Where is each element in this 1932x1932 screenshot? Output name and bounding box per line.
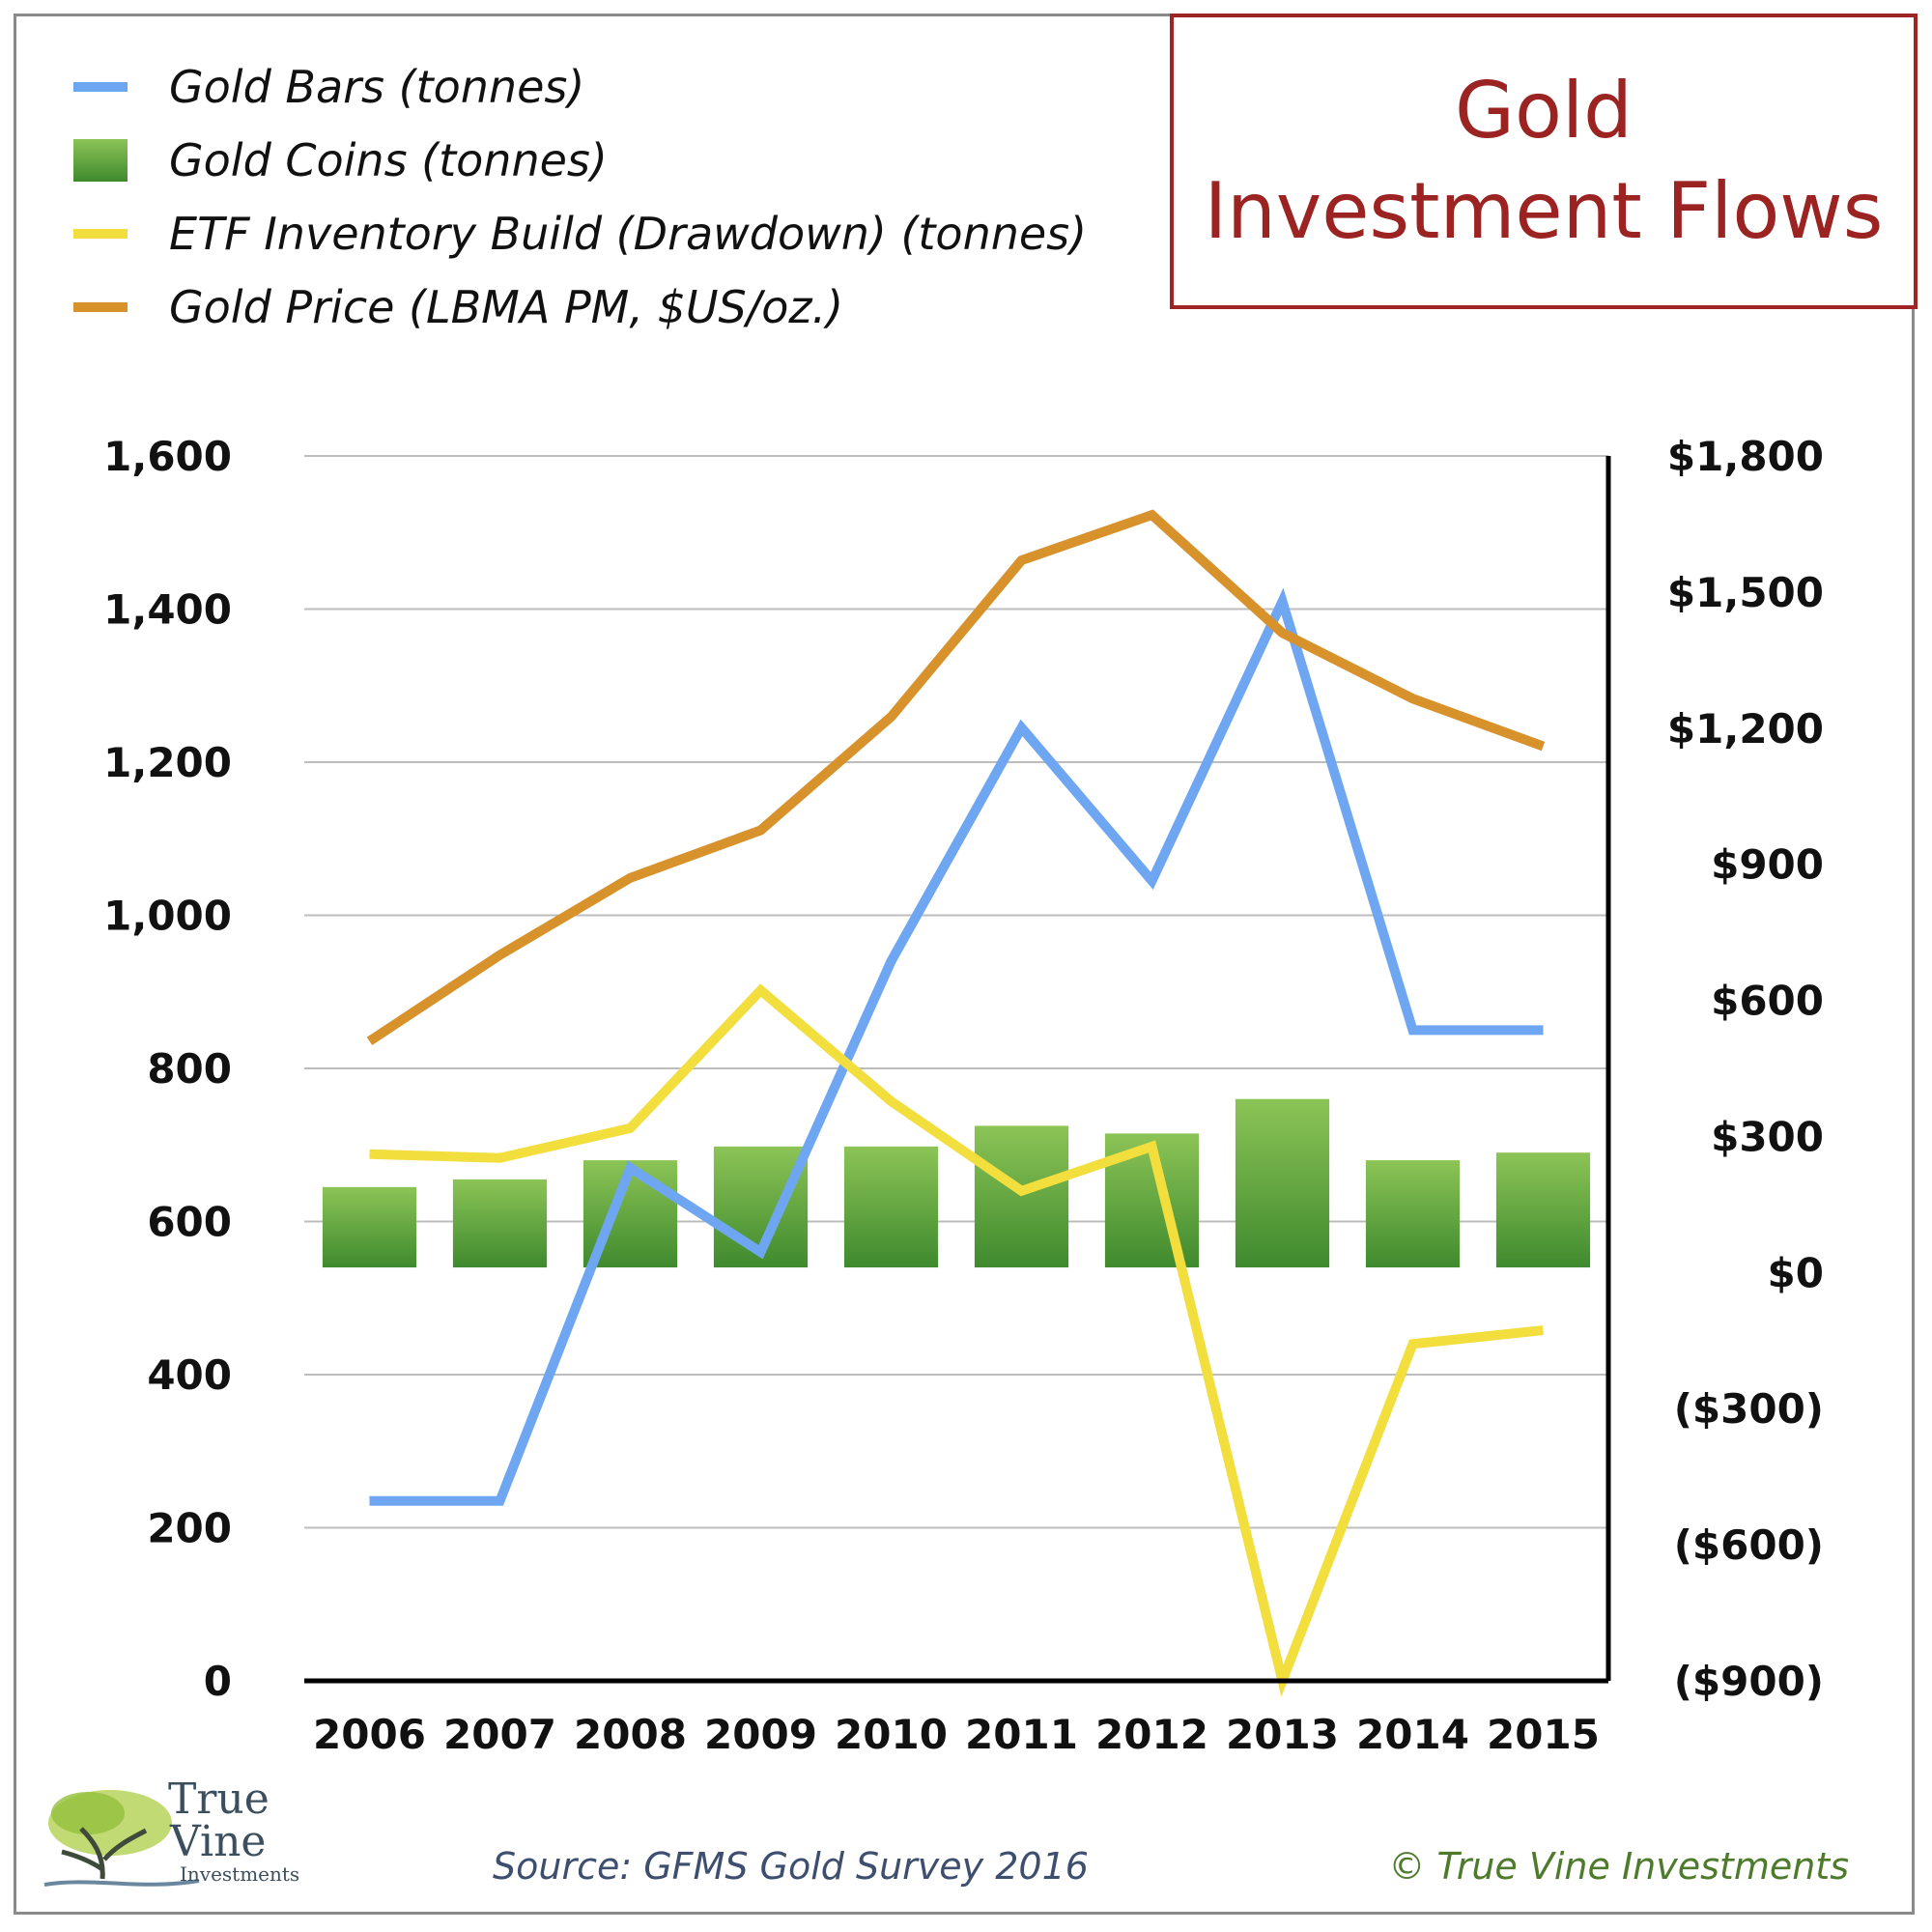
x-tick-label: 2012 bbox=[1095, 1711, 1208, 1758]
right-tick-label: $900 bbox=[1711, 841, 1824, 889]
water-wave-icon bbox=[43, 1879, 200, 1887]
left-tick-label: 200 bbox=[147, 1505, 232, 1552]
x-tick-label: 2015 bbox=[1487, 1711, 1600, 1758]
logo-line1: True bbox=[168, 1775, 270, 1824]
x-tick-label: 2013 bbox=[1226, 1711, 1339, 1758]
title-box: Gold Investment Flows bbox=[1170, 14, 1918, 309]
copyright-note: © True Vine Investments bbox=[1388, 1845, 1849, 1888]
left-tick-label: 0 bbox=[204, 1658, 232, 1705]
series-lines bbox=[366, 509, 1546, 1697]
left-tick-label: 1,200 bbox=[103, 739, 232, 786]
legend-label: Gold Price (LBMA PM, $US/oz.) bbox=[169, 281, 843, 333]
legend-label: Gold Bars (tonnes) bbox=[169, 61, 584, 113]
grid-lines bbox=[304, 455, 1608, 1529]
left-tick-label: 600 bbox=[147, 1199, 232, 1246]
source-note: Source: GFMS Gold Survey 2016 bbox=[493, 1845, 1089, 1888]
right-tick-label: ($900) bbox=[1674, 1658, 1824, 1705]
left-tick-label: 1,400 bbox=[103, 586, 232, 634]
coin-bar bbox=[1365, 1160, 1461, 1268]
x-tick-label: 2007 bbox=[443, 1711, 556, 1758]
right-tick-label: $600 bbox=[1711, 978, 1824, 1025]
series-line bbox=[369, 983, 1545, 1697]
right-tick-label: $1,800 bbox=[1667, 433, 1824, 480]
chart-title-line2: Investment Flows bbox=[1204, 166, 1884, 256]
series-line bbox=[366, 509, 1546, 1045]
true-vine-logo: True Vine Investments bbox=[43, 1775, 299, 1887]
coin-bar bbox=[1235, 1098, 1330, 1268]
coin-bar bbox=[974, 1125, 1069, 1268]
coin-bars bbox=[322, 1098, 1591, 1268]
right-tick-label: ($600) bbox=[1674, 1521, 1824, 1569]
coin-bar bbox=[452, 1179, 548, 1268]
series-line bbox=[369, 587, 1544, 1506]
right-tick-label: $1,500 bbox=[1667, 569, 1824, 616]
legend-swatch bbox=[73, 139, 128, 182]
right-tick-label: $0 bbox=[1768, 1249, 1824, 1296]
legend: Gold Bars (tonnes) Gold Coins (tonnes) ETF… bbox=[73, 61, 1087, 333]
left-tick-label: 1,600 bbox=[103, 433, 232, 480]
logo-line3: Investments bbox=[180, 1862, 299, 1886]
left-tick-label: 400 bbox=[147, 1351, 232, 1399]
right-tick-label: $300 bbox=[1711, 1113, 1824, 1160]
right-tick-label: $1,200 bbox=[1667, 705, 1824, 753]
left-tick-label: 800 bbox=[147, 1045, 232, 1093]
x-tick-label: 2009 bbox=[704, 1711, 817, 1758]
tree-trunk-icon bbox=[61, 1827, 148, 1880]
logo-line2: Vine bbox=[169, 1817, 266, 1866]
right-tick-label: ($300) bbox=[1674, 1385, 1824, 1433]
chart-frame bbox=[14, 14, 1915, 1915]
legend-label: Gold Coins (tonnes) bbox=[169, 134, 608, 186]
chart-title-line1: Gold bbox=[1455, 66, 1633, 156]
legend-label: ETF Inventory Build (Drawdown) (tonnes) bbox=[169, 208, 1087, 260]
coin-bar bbox=[322, 1186, 417, 1268]
left-tick-label: 1,000 bbox=[103, 893, 232, 940]
x-tick-label: 2011 bbox=[965, 1711, 1078, 1758]
axes: 0 200 400 600 800 1,000 1,200 1,400 1,600 ($900) (… bbox=[103, 433, 1824, 1758]
coin-bar bbox=[843, 1146, 939, 1268]
x-tick-label: 2006 bbox=[313, 1711, 426, 1758]
x-tick-label: 2010 bbox=[835, 1711, 948, 1758]
coin-bar bbox=[1495, 1152, 1591, 1268]
x-tick-label: 2008 bbox=[574, 1711, 687, 1758]
x-tick-label: 2014 bbox=[1356, 1711, 1469, 1758]
